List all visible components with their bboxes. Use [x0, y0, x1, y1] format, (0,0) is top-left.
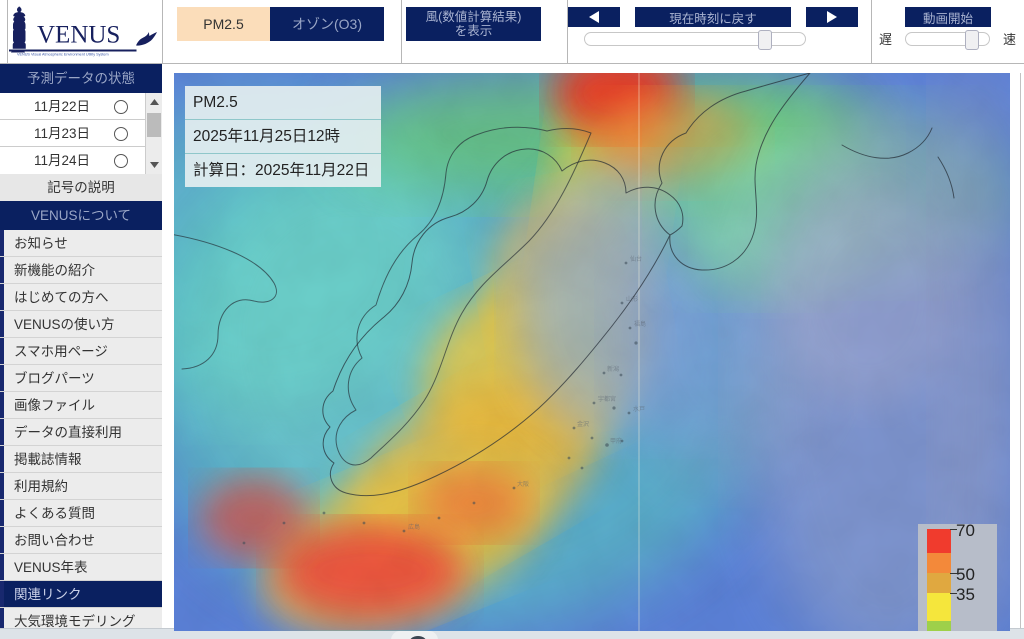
svg-text:仙台: 仙台: [630, 255, 642, 263]
svg-text:福島: 福島: [634, 320, 646, 328]
svg-text:新潟: 新潟: [607, 365, 619, 373]
svg-text:大阪: 大阪: [517, 480, 529, 488]
svg-text:VENUS Visual Atmospheric Envir: VENUS Visual Atmospheric Environment Uti…: [17, 53, 109, 57]
svg-text:甲府: 甲府: [610, 437, 622, 445]
svg-text:VENUS: VENUS: [37, 22, 120, 49]
svg-text:宇都宮: 宇都宮: [598, 395, 616, 403]
svg-text:金沢: 金沢: [577, 420, 589, 428]
svg-text:水戸: 水戸: [633, 405, 645, 413]
svg-text:広島: 広島: [408, 523, 420, 531]
